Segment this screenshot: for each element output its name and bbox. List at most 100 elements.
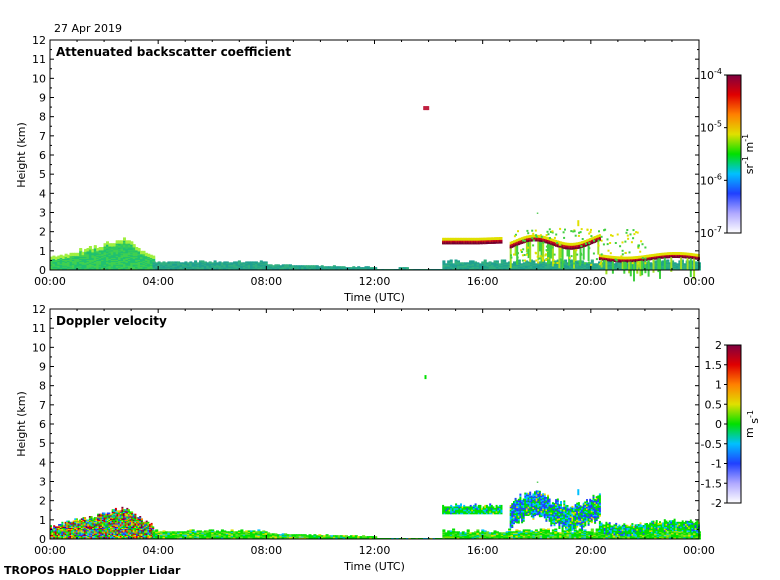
backscatter-cell <box>530 262 533 264</box>
velocity-cell <box>233 535 237 537</box>
backscatter-cell <box>527 268 531 270</box>
velocity-cell <box>118 511 121 513</box>
velocity-cell <box>144 525 147 527</box>
velocity-cell <box>121 519 124 522</box>
backscatter-cell <box>615 267 619 269</box>
velocity-cell <box>149 531 151 533</box>
backscatter-cell <box>169 265 173 267</box>
backscatter-cell <box>503 268 507 270</box>
velocity-cell <box>95 521 98 524</box>
velocity-cell <box>228 533 232 535</box>
backscatter-cell <box>250 265 254 267</box>
backscatter-cell <box>115 268 119 270</box>
velocity-cell <box>103 524 106 526</box>
backscatter-cell <box>464 242 467 245</box>
backscatter-cell <box>335 268 339 270</box>
backscatter-cell <box>689 257 692 259</box>
backscatter-cell <box>62 258 66 260</box>
velocity-cell <box>126 533 129 535</box>
backscatter-cell <box>103 261 107 263</box>
velocity-cell <box>82 527 85 530</box>
backscatter-cell <box>673 264 677 266</box>
backscatter-cell <box>191 264 195 266</box>
backscatter-cell <box>520 263 524 265</box>
velocity-cell <box>123 531 125 533</box>
backscatter-cell <box>503 262 507 264</box>
backscatter-cell <box>177 265 181 267</box>
backscatter-cell <box>459 268 463 270</box>
velocity-cell <box>137 533 140 535</box>
backscatter-cell <box>120 264 124 266</box>
backscatter-cell <box>532 239 535 242</box>
backscatter-cell <box>74 260 78 262</box>
backscatter-cell <box>127 256 131 259</box>
backscatter-cell <box>216 263 219 265</box>
backscatter-cell <box>515 268 519 270</box>
backscatter-cell <box>589 231 592 234</box>
velocity-cell <box>114 528 117 531</box>
backscatter-cell <box>81 262 85 264</box>
backscatter-cell <box>247 267 251 269</box>
backscatter-cell <box>140 268 143 270</box>
backscatter-cell <box>233 268 237 270</box>
backscatter-cell <box>352 267 356 269</box>
velocity-cell <box>129 512 132 515</box>
velocity-cell <box>126 535 129 538</box>
backscatter-cell <box>118 261 122 263</box>
backscatter-cell <box>306 265 310 267</box>
velocity-cell <box>182 537 185 539</box>
velocity-cell <box>66 531 69 533</box>
velocity-cell <box>111 513 114 516</box>
backscatter-cell <box>264 264 268 266</box>
backscatter-cell <box>513 235 516 238</box>
backscatter-cell <box>547 266 550 268</box>
backscatter-cell <box>311 266 314 268</box>
velocity-cell <box>118 526 121 528</box>
backscatter-cell <box>74 258 78 260</box>
backscatter-cell <box>688 266 692 268</box>
backscatter-cell <box>451 242 454 245</box>
backscatter-cell <box>598 266 602 268</box>
velocity-cell <box>118 512 121 515</box>
backscatter-cell <box>678 252 681 258</box>
backscatter-cell <box>108 263 112 265</box>
velocity-cell <box>230 533 234 535</box>
backscatter-cell <box>654 261 658 263</box>
backscatter-cell <box>517 262 521 264</box>
backscatter-cell <box>120 247 124 249</box>
velocity-cell <box>116 532 119 534</box>
backscatter-cell <box>457 261 460 263</box>
velocity-cell <box>213 531 217 533</box>
backscatter-cell <box>127 250 131 253</box>
velocity-cell <box>54 536 57 539</box>
backscatter-cell <box>274 265 278 267</box>
backscatter-cell <box>169 266 173 268</box>
backscatter-cell <box>69 260 73 262</box>
backscatter-cell <box>225 266 229 268</box>
backscatter-cell <box>510 265 514 267</box>
backscatter-cell <box>605 255 608 261</box>
velocity-cell <box>164 536 168 538</box>
velocity-cell <box>145 521 148 524</box>
velocity-cell <box>116 510 119 512</box>
velocity-cell <box>116 522 119 525</box>
backscatter-cell <box>614 242 617 244</box>
velocity-cell <box>72 527 75 530</box>
backscatter-cell <box>103 251 107 254</box>
backscatter-cell <box>472 242 475 245</box>
velocity-cell <box>53 528 56 531</box>
y-tick-label: 1 <box>39 245 46 258</box>
velocity-cell <box>88 529 91 532</box>
backscatter-cell <box>91 266 95 268</box>
velocity-cell <box>218 535 222 537</box>
backscatter-cell <box>564 262 568 264</box>
backscatter-cell <box>520 268 524 270</box>
backscatter-cell <box>220 264 224 266</box>
backscatter-cell <box>522 268 526 270</box>
velocity-cell <box>201 536 205 538</box>
backscatter-cell <box>54 265 58 267</box>
backscatter-cell <box>673 263 677 265</box>
backscatter-cell <box>661 262 665 264</box>
backscatter-cell <box>69 262 73 264</box>
backscatter-cell <box>144 268 148 270</box>
